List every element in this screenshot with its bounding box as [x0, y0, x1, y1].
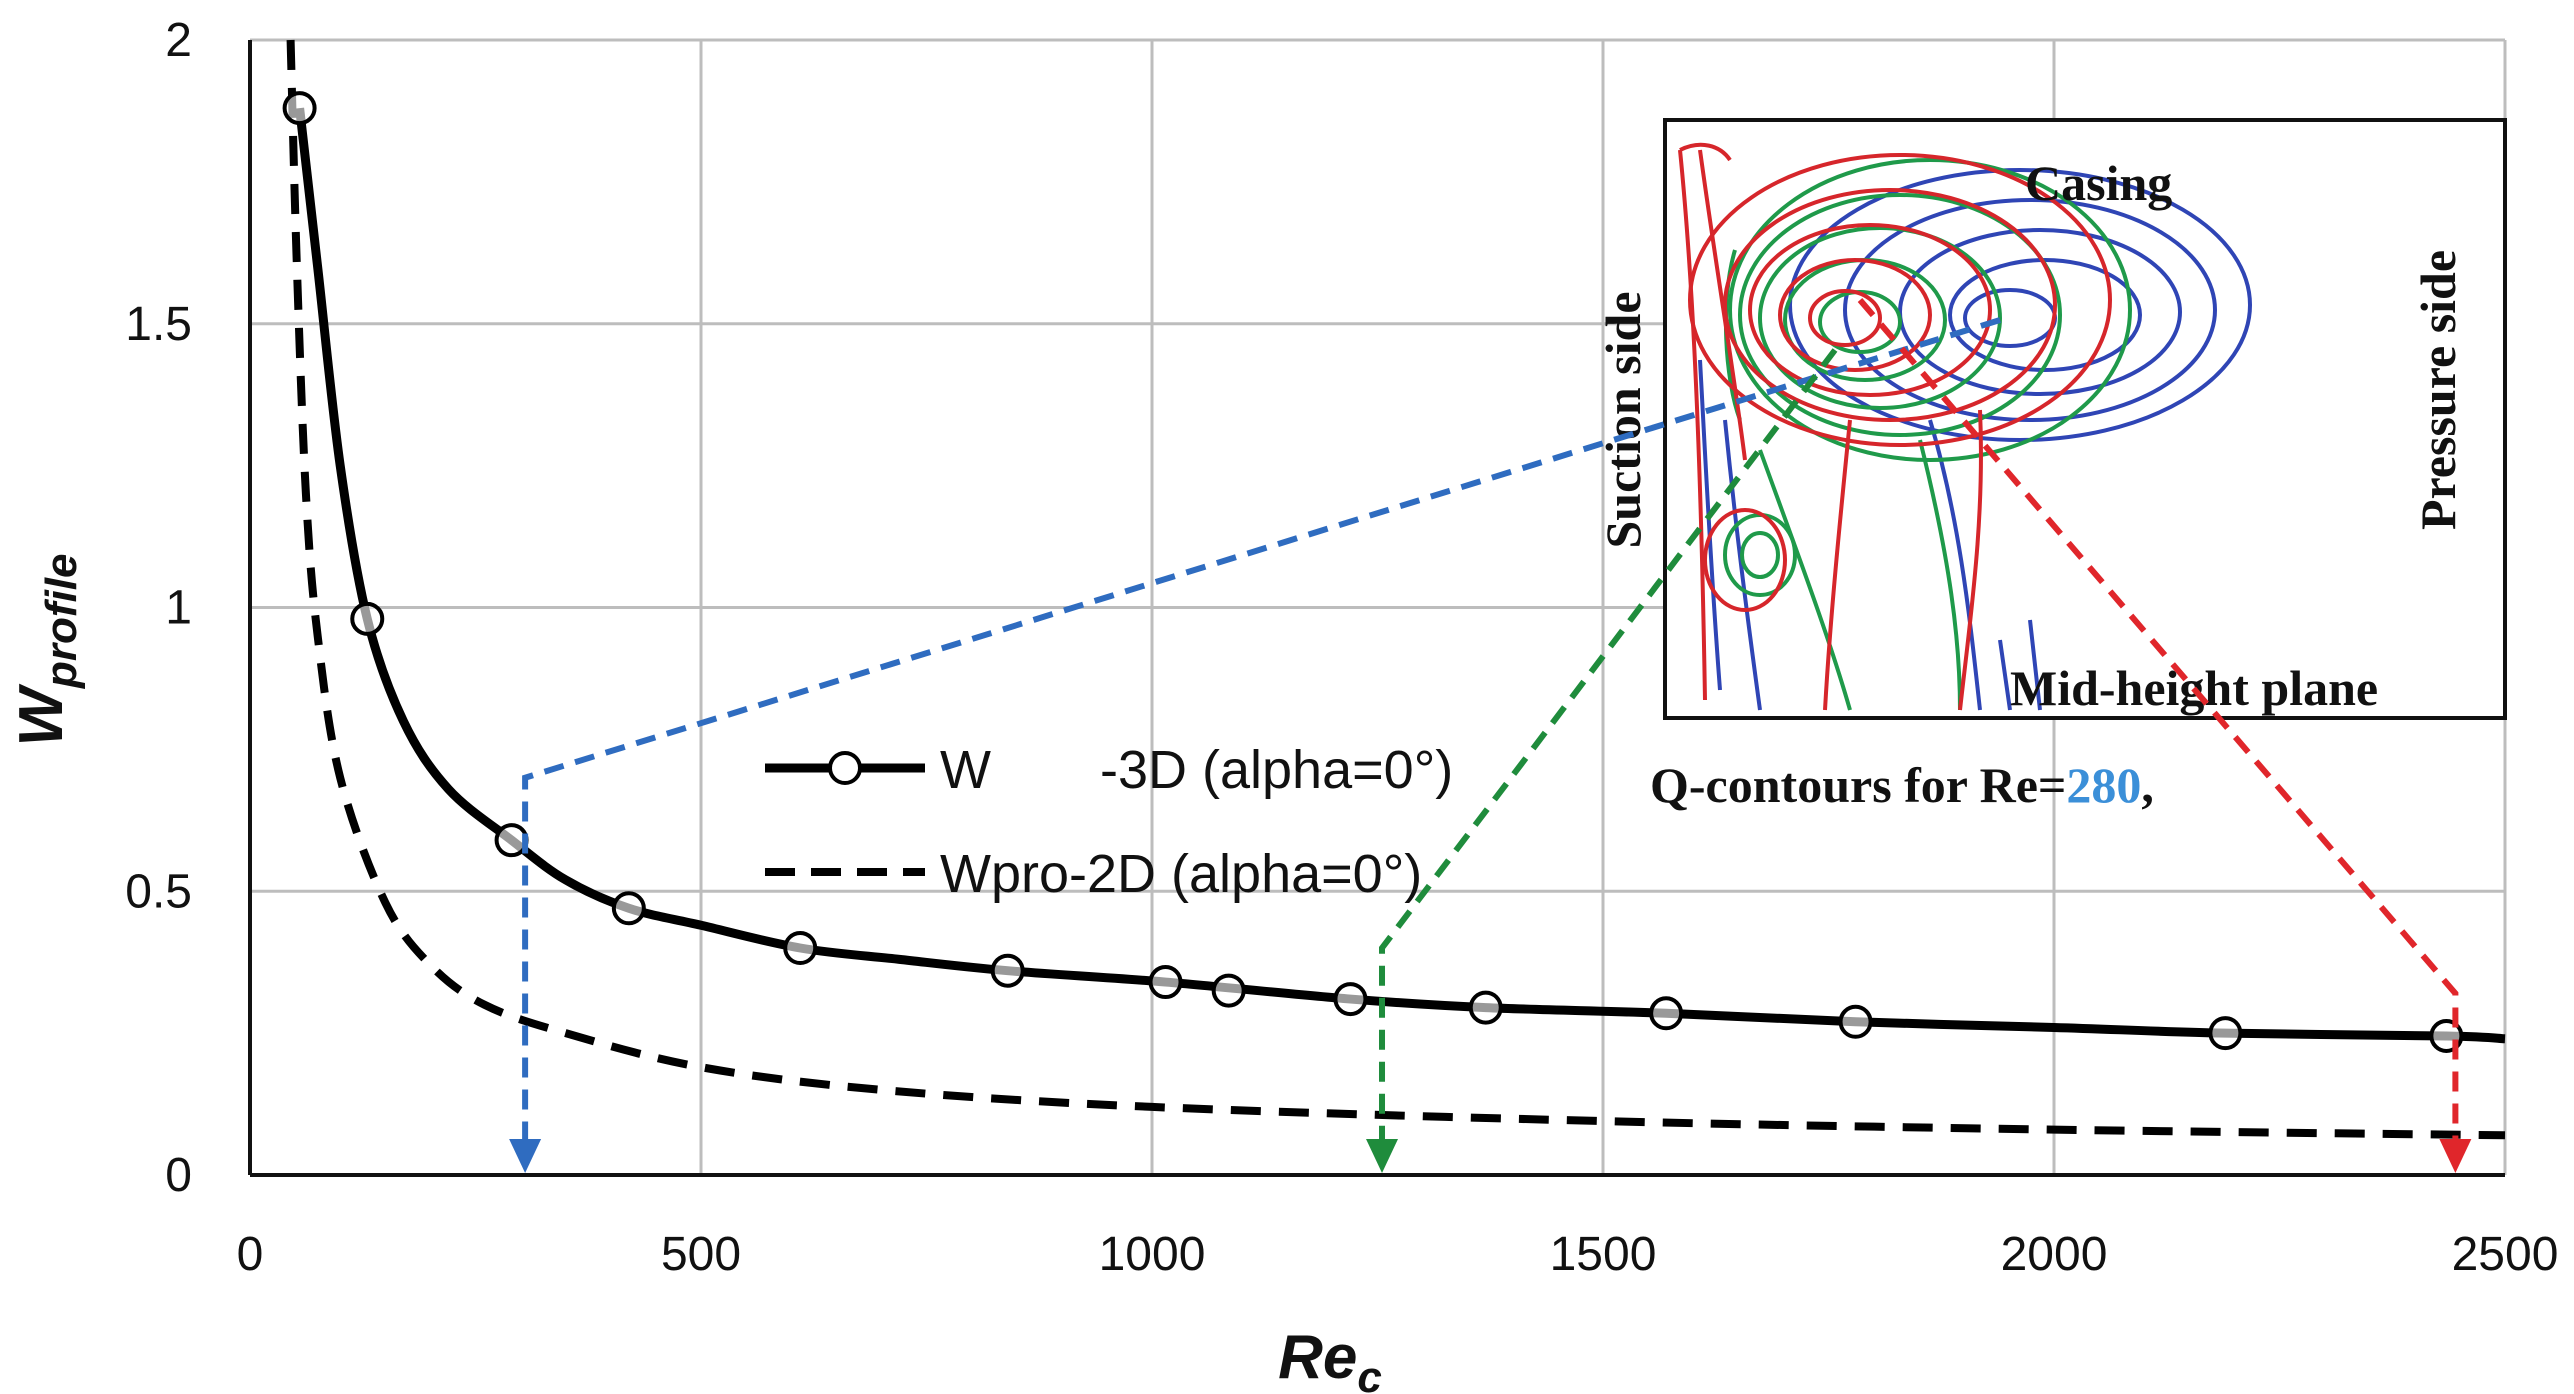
axes [248, 40, 2505, 1177]
inset-caption-prefix: Q-contours for Re= [1650, 757, 2066, 813]
inset-label-casing: Casing [2025, 155, 2172, 211]
arrow-green-line [1379, 348, 1838, 1147]
legend-label-2d: Wpro-2D (alpha=0°) [940, 844, 1422, 904]
x-tick-label-1: 500 [661, 1228, 741, 1281]
y-tick-label-4: 2 [165, 14, 192, 67]
series-wpro-2d [286, 39, 2506, 1140]
inset-caption-suffix: , [2141, 757, 2154, 813]
x-tick-label-3: 1500 [1550, 1228, 1657, 1281]
y-axis-title-sub: profile [37, 554, 86, 689]
annotation-arrows [509, 298, 2472, 1173]
y-tick-label-0: 0 [165, 1149, 192, 1202]
series-wpro-2d-line [286, 39, 2506, 1140]
inset-contours [1678, 142, 2252, 711]
series-w-3d-marker-1 [350, 601, 385, 636]
x-tick-label-2: 1000 [1099, 1228, 1206, 1281]
x-axis-title: Rec [1278, 1323, 1382, 1394]
series-w-3d-marker-3 [611, 891, 646, 926]
series-w-3d-marker-10 [1649, 996, 1684, 1031]
series-w-3d-marker-9 [1468, 990, 1503, 1025]
inset-caption-value: 280 [2066, 757, 2141, 813]
series-w-3d-marker-8 [1333, 982, 1368, 1017]
legend-label-3d-name: W [940, 740, 991, 800]
series-w-3d-marker-4 [783, 931, 818, 965]
y-axis-title: Wprofile [7, 554, 86, 747]
series-w-3d-marker-2 [494, 823, 529, 858]
inset-label-suction: Suction side [1595, 291, 1651, 548]
legend-label-3d-rest: -3D (alpha=0°) [1100, 740, 1453, 800]
y-axis-title-main: W [7, 683, 76, 746]
series-w-3d-marker-5 [990, 953, 1025, 988]
x-tick-label-0: 0 [237, 1228, 264, 1281]
svg-text:Wprofile: Wprofile [7, 554, 86, 747]
series-w-3d-marker-0 [282, 91, 317, 126]
arrow-green-head [1366, 1139, 1399, 1173]
x-tick-labels: 0 500 1000 1500 2000 2500 [237, 1228, 2559, 1281]
y-tick-label-1: 0.5 [125, 865, 192, 918]
y-tick-labels: 0 0.5 1 1.5 2 [125, 14, 192, 1202]
legend: W -3D (alpha=0°) Wpro-2D (alpha=0°) [765, 740, 1453, 904]
series-w-3d-marker-11 [1838, 1004, 1873, 1039]
series-w-3d-marker-12 [2208, 1016, 2243, 1051]
arrow-red-head [2439, 1139, 2472, 1173]
series-w-3d-marker-7 [1211, 973, 1246, 1008]
x-tick-label-5: 2500 [2452, 1228, 2559, 1281]
svg-text:Rec: Rec [1278, 1323, 1382, 1394]
inset-caption: Q-contours for Re=280, [1650, 757, 2154, 813]
y-tick-label-2: 1 [165, 582, 192, 635]
inset-label-pressure: Pressure side [2410, 250, 2466, 530]
arrow-blue-line [522, 317, 2001, 1147]
inset-q-contours: Casing Suction side Pressure side Mid-he… [1595, 118, 2507, 813]
y-tick-label-3: 1.5 [125, 298, 192, 351]
x-axis-title-main: Re [1278, 1323, 1357, 1392]
arrow-blue-head [509, 1139, 542, 1173]
x-axis-title-sub: c [1357, 1353, 1381, 1394]
series-w-3d-marker-6 [1148, 965, 1183, 1000]
x-tick-label-4: 2000 [2001, 1228, 2108, 1281]
arrow-red-line [1857, 298, 2459, 1147]
inset-label-midheight: Mid-height plane [2010, 660, 2378, 716]
legend-marker-3d [828, 751, 862, 785]
